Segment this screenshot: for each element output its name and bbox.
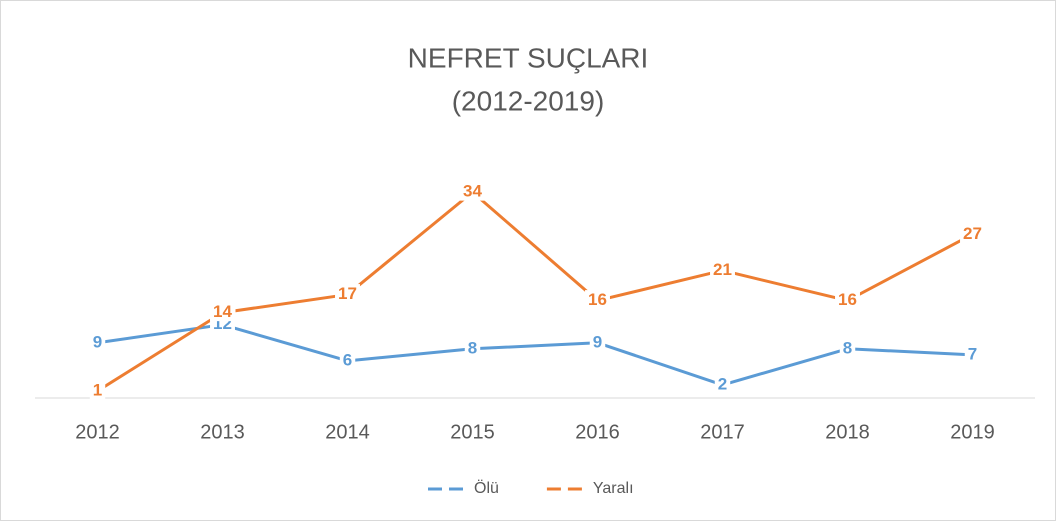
chart-title: NEFRET SUÇLARI <box>408 42 649 73</box>
data-label: 16 <box>838 290 857 309</box>
data-label: 2 <box>718 374 727 393</box>
data-label-bg <box>835 290 860 310</box>
data-label-bg <box>210 302 236 322</box>
series-line <box>97 323 973 387</box>
x-tick-label: 2012 <box>75 421 120 443</box>
data-label: 8 <box>843 338 852 357</box>
data-label-bg <box>89 332 106 352</box>
data-label: 27 <box>963 224 982 243</box>
data-label: 8 <box>468 338 477 357</box>
data-label-bg <box>714 374 731 394</box>
data-label: 9 <box>593 332 602 351</box>
legend-label: Ölü <box>474 479 499 497</box>
data-label-bg <box>589 332 606 352</box>
x-tick-label: 2019 <box>950 421 995 443</box>
x-tick-label: 2015 <box>450 421 495 443</box>
data-label-bg <box>839 338 856 358</box>
data-label: 1 <box>93 380 102 399</box>
data-label-bg <box>460 181 486 201</box>
data-label-bg <box>960 223 985 243</box>
x-tick-label: 2016 <box>575 421 620 443</box>
data-label: 16 <box>588 290 607 309</box>
data-label-bg <box>710 259 735 279</box>
data-label: 17 <box>338 284 357 303</box>
x-tick-label: 2018 <box>825 421 870 443</box>
series-line <box>96 190 974 393</box>
data-label-bg <box>89 380 106 400</box>
data-label-bg <box>464 338 481 358</box>
legend-label: Yaralı <box>593 480 634 497</box>
data-label: 34 <box>463 182 482 201</box>
data-label: 21 <box>713 260 732 279</box>
x-tick-label: 2013 <box>200 421 245 443</box>
data-label: 6 <box>343 350 352 369</box>
data-label: 7 <box>968 344 977 363</box>
data-label-bg <box>585 290 610 310</box>
x-tick-label: 2014 <box>325 421 370 443</box>
data-label-bg <box>339 350 356 370</box>
chart-subtitle: (2012-2019) <box>452 85 605 116</box>
data-label: 14 <box>213 302 232 321</box>
data-label: 9 <box>93 332 102 351</box>
data-label-bg <box>335 284 360 304</box>
x-tick-label: 2017 <box>700 421 745 443</box>
data-label-bg <box>964 344 981 364</box>
